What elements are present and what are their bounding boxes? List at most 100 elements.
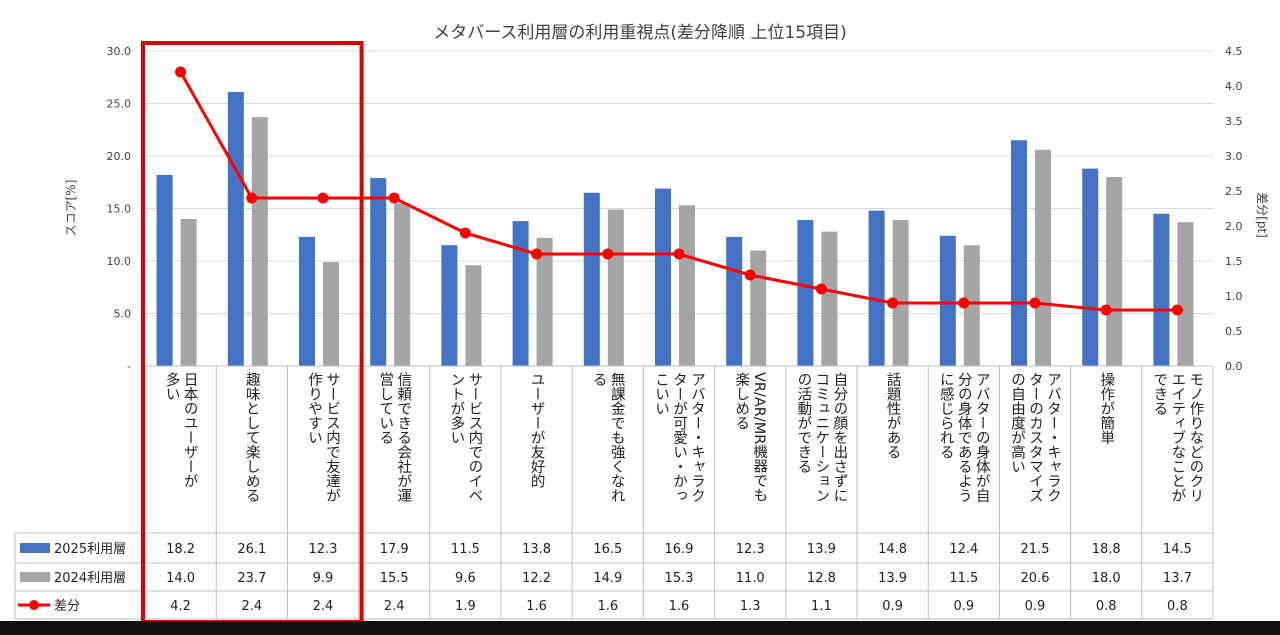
table-cell: 21.5 <box>1021 542 1050 557</box>
table-cell: 17.9 <box>380 542 409 557</box>
diff-marker <box>1100 304 1112 316</box>
bar-series-2025 <box>370 178 387 366</box>
diff-marker <box>531 248 543 260</box>
table-cell: 1.9 <box>455 599 476 614</box>
diff-marker <box>459 227 471 239</box>
table-cell: 18.8 <box>1092 542 1121 557</box>
table-cell: 14.0 <box>166 571 195 586</box>
category-label: 多い <box>164 372 180 401</box>
bar-series-2024 <box>963 245 980 366</box>
category-label: 楽しめる <box>733 372 749 431</box>
table-cell: 0.9 <box>1025 599 1046 614</box>
table-cell: 1.6 <box>597 599 618 614</box>
bar-series-2025 <box>1153 213 1170 366</box>
y2-tick-label: 2.5 <box>1225 185 1243 198</box>
legend-label: 2024利用層 <box>54 571 126 586</box>
bar-series-2025 <box>583 192 600 366</box>
bar-series-2024 <box>750 250 767 366</box>
diff-marker <box>815 283 827 295</box>
y2-tick-label: 3.0 <box>1225 150 1243 163</box>
bar-series-2025 <box>868 210 885 366</box>
table-cell: 1.3 <box>740 599 761 614</box>
y-tick-label: 20.0 <box>107 150 132 163</box>
category-label: ターが可愛い・かっ <box>671 372 687 503</box>
bar-series-2025 <box>655 188 671 366</box>
table-cell: 13.7 <box>1163 571 1192 586</box>
table-cell: 13.9 <box>878 571 907 586</box>
category-label: VR/AR/MR機器でも <box>751 372 767 503</box>
category-label: 作りやすい <box>306 372 322 445</box>
category-label: コミュニケーション <box>813 372 829 503</box>
table-cell: 2.4 <box>241 599 262 614</box>
table-cell: 18.0 <box>1092 571 1121 586</box>
category-label: 分の身体であるよう <box>956 372 972 503</box>
category-label: 自分の顔を出さずに <box>831 372 847 503</box>
category-label: 話題性がある <box>885 372 901 460</box>
bar-series-2024 <box>536 237 553 366</box>
diff-marker <box>887 297 899 309</box>
legend-label: 2025利用層 <box>54 542 126 557</box>
category-label: 操作が簡単 <box>1098 372 1114 445</box>
y-tick-label: 15.0 <box>107 203 132 216</box>
category-label: モノ作りなどのクリ <box>1187 372 1203 503</box>
y-tick-label: 10.0 <box>107 255 132 268</box>
bar-series-2024 <box>607 209 624 366</box>
bar-series-2024 <box>394 203 411 366</box>
table-cell: 16.9 <box>665 542 694 557</box>
table-cell: 18.2 <box>166 542 195 557</box>
bar-series-2024 <box>180 219 197 366</box>
category-label: サービス内でのイベ <box>466 372 482 503</box>
legend-key-series-2024 <box>20 572 50 582</box>
category-label: 営している <box>377 372 393 445</box>
table-cell: 15.5 <box>380 571 409 586</box>
table-cell: 1.6 <box>526 599 547 614</box>
category-label: こいい <box>653 372 669 416</box>
legend-key-marker <box>29 600 39 610</box>
diff-marker <box>673 248 685 260</box>
bar-series-2024 <box>892 220 909 366</box>
chart-title: メタバース利用層の利用重視点(差分降順 上位15項目) <box>433 23 846 43</box>
diff-marker <box>1029 297 1041 309</box>
bar-series-2025 <box>441 245 458 366</box>
bar-series-2024 <box>1106 177 1123 366</box>
legend-label: 差分 <box>54 599 80 614</box>
bottom-edge-bar <box>0 621 1280 635</box>
y2-tick-label: 1.5 <box>1225 255 1243 268</box>
table-cell: 2.4 <box>313 599 334 614</box>
bar-series-2024 <box>465 265 482 366</box>
diff-marker <box>246 192 258 204</box>
bar-series-2025 <box>939 235 956 366</box>
table-cell: 13.8 <box>522 542 551 557</box>
bar-series-2025 <box>726 236 743 366</box>
chart: メタバース利用層の利用重視点(差分降順 上位15項目) - 5.0 10.0 15.0 2… <box>14 23 1269 621</box>
table-cell: 12.3 <box>309 542 338 557</box>
y2-tick-label: 1.0 <box>1225 290 1243 303</box>
category-label: に感じられる <box>938 372 954 459</box>
table-cell: 12.2 <box>522 571 551 586</box>
bar-series-2024 <box>1177 222 1194 366</box>
table-cell: 20.6 <box>1021 571 1050 586</box>
y-tick-label: - <box>127 360 131 373</box>
highlight-box <box>141 41 364 621</box>
diff-marker <box>317 192 329 204</box>
table-cell: 12.8 <box>807 571 836 586</box>
category-label: ントが多い <box>448 372 464 445</box>
category-label: ユーザーが友好的 <box>529 372 545 489</box>
table-cell: 0.9 <box>882 599 903 614</box>
diff-marker <box>744 269 756 281</box>
bar-series-2025 <box>512 221 529 366</box>
y2-tick-label: 0.0 <box>1225 360 1243 373</box>
category-label: ターのカスタマイズ <box>1027 372 1043 503</box>
bar-series-2024 <box>821 231 838 366</box>
category-label: アバターの身体が自 <box>974 372 990 503</box>
diff-marker <box>175 66 187 78</box>
diff-marker <box>958 297 970 309</box>
table-cell: 0.8 <box>1167 599 1188 614</box>
table-cell: 26.1 <box>237 542 266 557</box>
table-cell: 4.2 <box>170 599 191 614</box>
bar-series-2024 <box>323 262 339 366</box>
category-label: 日本のユーザーが <box>182 372 198 488</box>
y2-tick-label: 0.5 <box>1225 325 1243 338</box>
y-axis-title: スコア[%] <box>64 180 78 237</box>
table-cell: 11.5 <box>949 571 978 586</box>
